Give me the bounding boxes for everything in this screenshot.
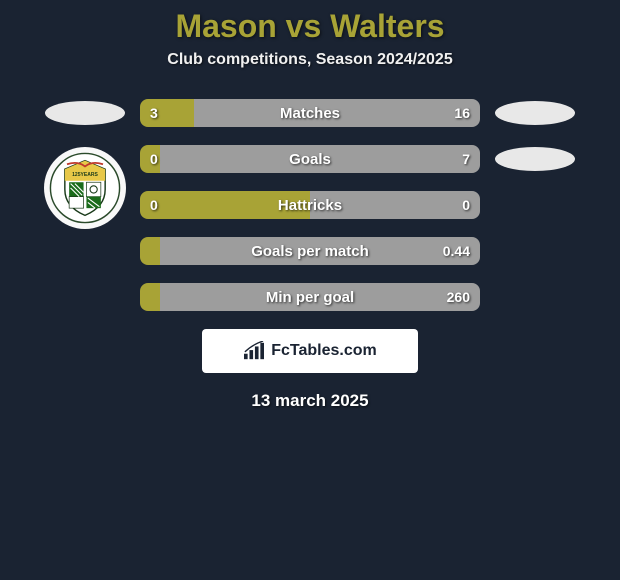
shield-icon: 125YEARS	[49, 152, 121, 224]
comparison-content: 125YEARS Matches316Goals07Hattricks00Goa…	[0, 99, 620, 311]
left-column: 125YEARS	[40, 99, 130, 229]
player-right-placeholder	[495, 101, 575, 125]
date-text: 13 march 2025	[0, 391, 620, 411]
stat-value-left: 0	[150, 151, 158, 167]
svg-text:125YEARS: 125YEARS	[72, 172, 98, 178]
brand-badge[interactable]: FcTables.com	[202, 329, 418, 373]
club-crest-left: 125YEARS	[44, 147, 126, 229]
stat-label: Goals	[140, 151, 480, 168]
subtitle: Club competitions, Season 2024/2025	[0, 51, 620, 69]
stat-value-left: 3	[150, 105, 158, 121]
chart-bars-icon	[243, 341, 265, 361]
stat-value-left: 0	[150, 197, 158, 213]
stat-label: Goals per match	[140, 243, 480, 260]
stat-label: Min per goal	[140, 289, 480, 306]
player-left-placeholder	[45, 101, 125, 125]
stat-row: Min per goal260	[140, 283, 480, 311]
stat-bars: Matches316Goals07Hattricks00Goals per ma…	[140, 99, 480, 311]
stat-label: Matches	[140, 105, 480, 122]
stat-row: Matches3 16	[140, 99, 480, 127]
page-title: Mason vs Walters	[0, 8, 620, 45]
stat-row: Goals per match0.44	[140, 237, 480, 265]
stat-row: Goals0 7	[140, 145, 480, 173]
stat-value-right: 0	[462, 197, 470, 213]
stat-label: Hattricks	[140, 197, 480, 214]
club-right-placeholder	[495, 147, 575, 171]
right-column	[490, 99, 580, 171]
stat-value-right: 0.44	[443, 243, 470, 259]
stat-value-right: 7	[462, 151, 470, 167]
stat-value-right: 260	[447, 289, 470, 305]
brand-text: FcTables.com	[271, 342, 377, 360]
stat-row: Hattricks0 0	[140, 191, 480, 219]
stat-value-right: 16	[454, 105, 470, 121]
